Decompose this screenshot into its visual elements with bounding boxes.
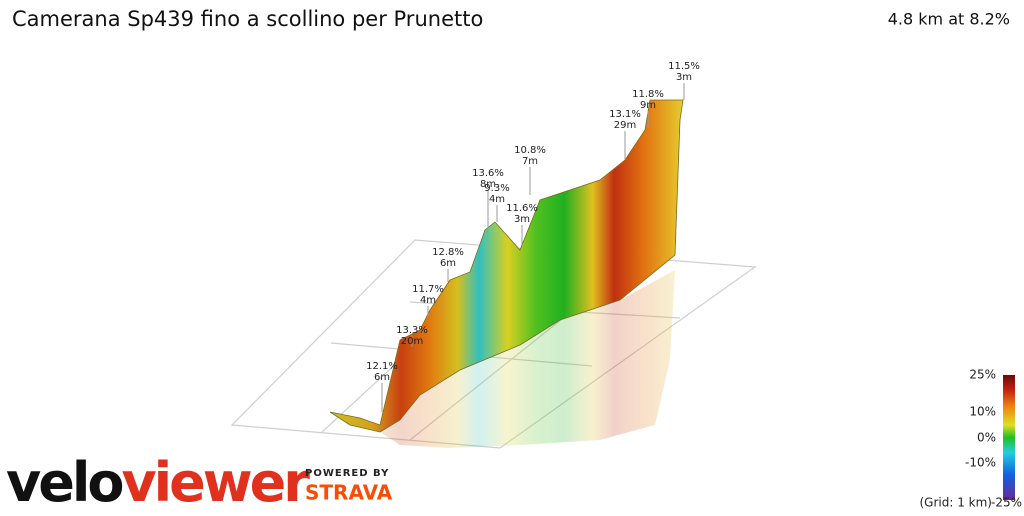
annotation-grade: 13.6% <box>472 168 504 179</box>
annotation-grade: 11.8% <box>632 89 664 100</box>
annotation-length: 9m <box>640 100 656 111</box>
annotation-length: 6m <box>440 258 456 269</box>
legend-label: 0% <box>977 431 996 445</box>
annotation-grade: 12.1% <box>366 361 398 372</box>
powered-by: POWERED BY <box>305 468 389 479</box>
profile-reflection <box>380 270 675 448</box>
profile-ribbon <box>329 99 684 433</box>
legend-label: -10% <box>965 456 996 470</box>
color-scale <box>1003 375 1015 500</box>
legend-label: -25% <box>991 496 1022 510</box>
annotation-grade: 9.3% <box>484 183 509 194</box>
logo: veloviewer <box>6 451 310 512</box>
legend-label: 25% <box>969 368 996 382</box>
annotation-grade: 10.8% <box>514 145 546 156</box>
annotation-length: 4m <box>420 295 436 306</box>
annotation-grade: 11.5% <box>668 61 700 72</box>
annotation-length: 29m <box>614 120 636 131</box>
annotation-length: 6m <box>374 372 390 383</box>
annotation-length: 4m <box>489 194 505 205</box>
strava: STRAVA <box>305 481 393 505</box>
annotation-grade: 11.6% <box>506 203 538 214</box>
annotation-length: 20m <box>401 336 423 347</box>
annotation-grade: 12.8% <box>432 247 464 258</box>
annotation-grade: 11.7% <box>412 284 444 295</box>
title: Camerana Sp439 fino a scollino per Prune… <box>12 7 483 31</box>
annotation-length: 7m <box>522 156 538 167</box>
logo-velo: velo <box>6 451 122 512</box>
annotation-length: 3m <box>514 214 530 225</box>
annotation-grade: 13.3% <box>396 325 428 336</box>
grid-note: (Grid: 1 km) <box>920 496 993 510</box>
annotation-grade: 13.1% <box>609 109 641 120</box>
annotation-length: 8m <box>480 179 496 190</box>
summary: 4.8 km at 8.2% <box>888 10 1010 29</box>
logo-viewer: viewer <box>121 451 310 512</box>
annotation-length: 3m <box>676 72 692 83</box>
legend-label: 10% <box>969 405 996 419</box>
